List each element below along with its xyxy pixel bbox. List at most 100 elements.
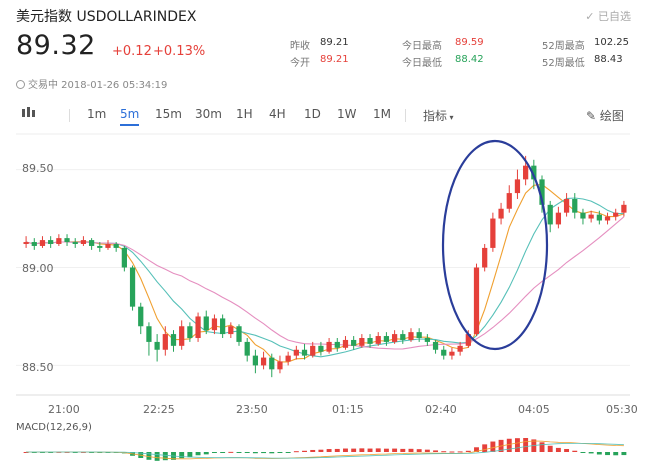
- macd-bar: [310, 449, 316, 452]
- indicator-menu[interactable]: 指标 ▾: [423, 107, 454, 124]
- candle-body: [318, 345, 324, 352]
- period-30m[interactable]: 30m: [195, 107, 222, 121]
- candle-body: [220, 318, 226, 335]
- macd-bar: [441, 451, 447, 453]
- watchlist-label: 已自选: [598, 10, 631, 23]
- draw-tool-button[interactable]: ✎ 绘图: [586, 107, 624, 124]
- candle-body: [72, 242, 78, 244]
- candle-body: [162, 334, 168, 350]
- draw-label: 绘图: [599, 109, 624, 123]
- macd-bar: [334, 448, 340, 452]
- stat-value: 89.59: [455, 37, 484, 48]
- candle-body: [416, 332, 422, 338]
- macd-bar: [154, 452, 160, 461]
- candle-body: [97, 245, 103, 248]
- macd-bar: [318, 449, 324, 452]
- candle-body: [588, 214, 594, 219]
- macd-bar: [146, 452, 152, 460]
- candle-body: [326, 341, 332, 352]
- macd-bar: [416, 449, 422, 452]
- instrument-title: 美元指数 USDOLLARINDEX: [16, 9, 197, 25]
- price-change-pct: +0.13%: [153, 44, 206, 59]
- candle-body: [506, 193, 512, 209]
- macd-bar: [588, 452, 594, 454]
- macd-bar: [211, 452, 217, 453]
- candle-body: [498, 208, 504, 219]
- candle-body: [432, 341, 439, 350]
- trading-status-text: 交易中 2018-01-26 05:34:19: [28, 80, 168, 91]
- candle-body: [523, 165, 529, 180]
- macd-bar: [547, 445, 553, 452]
- candle-body: [310, 345, 316, 356]
- candle-body: [121, 247, 127, 268]
- price-change: +0.12: [112, 44, 152, 59]
- macd-bar: [605, 452, 610, 456]
- candle-body: [129, 267, 136, 307]
- candle-body: [23, 242, 29, 244]
- candle-body: [555, 212, 562, 225]
- macd-bar: [72, 452, 78, 453]
- period-1month[interactable]: 1M: [373, 107, 391, 121]
- candle-body: [285, 355, 291, 362]
- candle-body: [547, 204, 553, 225]
- macd-bar: [392, 448, 398, 452]
- candle-body: [604, 216, 611, 221]
- macd-bar: [457, 451, 463, 453]
- candle-body: [408, 332, 414, 340]
- candle-body: [539, 179, 545, 205]
- period-1m[interactable]: 1m: [87, 107, 107, 121]
- macd-dea-line: [26, 442, 624, 459]
- macd-bar: [367, 448, 373, 452]
- macd-bar: [383, 448, 389, 452]
- stat-label: 今日最高: [402, 41, 442, 52]
- macd-bar: [343, 448, 348, 452]
- candle-body: [179, 326, 185, 346]
- draw-icon: ✎: [586, 109, 600, 123]
- macd-bar: [195, 452, 201, 456]
- candle-body: [334, 341, 340, 348]
- candle-body: [39, 240, 46, 246]
- candle-body: [170, 334, 177, 346]
- candle-body: [211, 318, 218, 331]
- period-1w[interactable]: 1W: [337, 107, 357, 121]
- period-5m[interactable]: 5m: [120, 107, 140, 126]
- stat-value: 102.25: [594, 37, 629, 48]
- macd-bar: [187, 452, 193, 458]
- watchlist-status[interactable]: ✓ 已自选: [585, 8, 631, 24]
- period-4h[interactable]: 4H: [269, 107, 286, 121]
- macd-bar: [490, 441, 496, 452]
- macd-bar: [80, 451, 86, 453]
- candle-body: [473, 267, 480, 335]
- candle-body: [621, 204, 627, 213]
- macd-bar: [236, 452, 242, 453]
- period-1h[interactable]: 1H: [236, 107, 253, 121]
- candle-type-icon[interactable]: [20, 106, 38, 123]
- candle-body: [187, 326, 193, 338]
- candle-body: [146, 326, 152, 342]
- macd-bar: [203, 452, 209, 455]
- stat-label: 今日最低: [402, 58, 442, 69]
- candle-body: [490, 218, 496, 248]
- macd-bar: [506, 438, 512, 452]
- period-1d[interactable]: 1D: [304, 107, 321, 121]
- macd-bar: [359, 448, 365, 452]
- macd-bar: [465, 450, 471, 452]
- stat-value: 89.21: [320, 54, 349, 65]
- candle-body: [252, 355, 259, 366]
- candle-body: [138, 306, 144, 327]
- candle-body: [400, 334, 406, 340]
- candle-body: [64, 238, 70, 243]
- candle-body: [441, 349, 447, 356]
- macd-bar: [555, 447, 561, 452]
- candle-body: [613, 212, 619, 217]
- stat-value: 88.42: [455, 54, 484, 65]
- stat-day-low: 今日最低 88.42: [402, 54, 484, 69]
- candle-body: [449, 351, 455, 356]
- macd-bar: [162, 452, 168, 461]
- candle-body: [236, 326, 242, 342]
- stat-value: 88.43: [594, 54, 623, 65]
- last-price: 89.32: [16, 30, 96, 61]
- period-15m[interactable]: 15m: [155, 107, 182, 121]
